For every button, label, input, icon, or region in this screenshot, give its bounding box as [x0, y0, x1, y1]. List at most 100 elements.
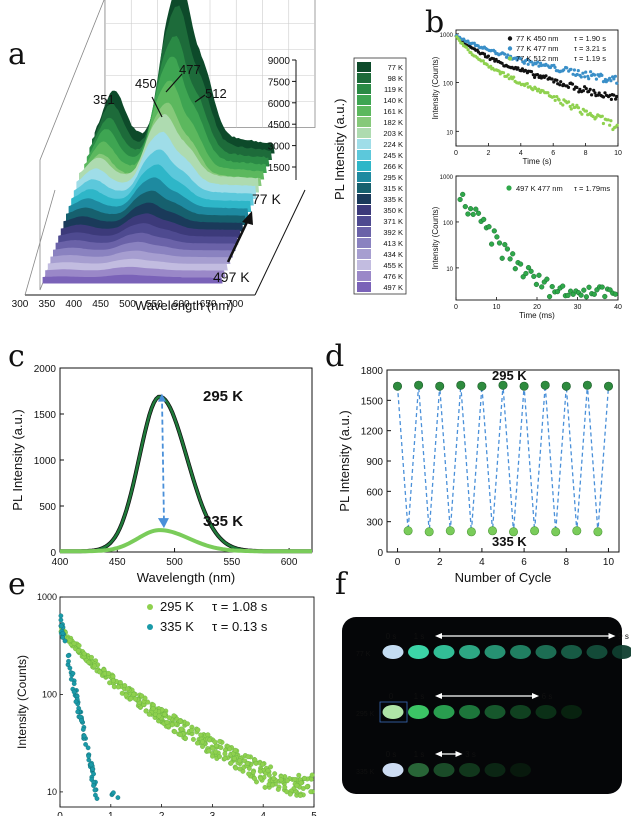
legend-tau: τ = 1.79ms: [574, 184, 610, 193]
legend-swatch: [357, 260, 371, 270]
legend-swatch: [357, 216, 371, 226]
data-point-295k: [92, 663, 97, 669]
panel-a-legend: 77 K 98 K 119 K 140 K 161 K 182 K 203 K 224 K 24…: [353, 57, 407, 295]
x-tick-label: 4: [260, 811, 266, 816]
y-tick-label: 1000: [440, 175, 454, 181]
data-point: [531, 88, 535, 92]
data-point-295k: [275, 786, 281, 792]
x-axis-label: Number of Cycle: [455, 570, 552, 585]
row-temp-label: 77 K: [356, 651, 371, 658]
data-point: [544, 74, 548, 78]
data-point: [466, 48, 470, 52]
data-point: [590, 93, 594, 97]
legend-label: 335 K: [160, 619, 194, 634]
data-point: [576, 69, 580, 73]
legend-swatch: [357, 161, 371, 171]
legend-swatch: [357, 271, 371, 281]
legend-marker: [507, 36, 513, 41]
row-temp-label: 335 K: [356, 769, 375, 776]
phosphor-sample: [459, 705, 480, 719]
data-point: [531, 73, 535, 77]
data-point-295k: [217, 754, 222, 759]
panel-label-f: f: [335, 567, 347, 602]
z-tick-label: 6000: [268, 99, 291, 110]
cycle-point: [456, 380, 466, 390]
data-point: [586, 284, 592, 290]
data-point-295k: [156, 713, 162, 719]
legend-swatch: [357, 150, 371, 160]
data-point-295k: [237, 766, 243, 772]
data-point: [497, 69, 501, 73]
cycle-point: [603, 381, 613, 391]
time-label-last: 9 s: [618, 632, 629, 641]
x-tick-label: 300: [12, 299, 29, 310]
time-arrow-head-left: [435, 633, 442, 639]
y-tick-label: 1800: [361, 366, 384, 377]
phosphor-sample: [433, 705, 455, 719]
data-point-295k: [75, 648, 81, 654]
data-point: [608, 123, 612, 127]
data-point: [464, 45, 468, 49]
spectrum-slice: [58, 223, 239, 245]
y-axis-label: Intensity (Counts): [15, 655, 29, 749]
data-point-295k: [270, 782, 276, 788]
data-point-295k: [250, 769, 256, 775]
x-tick-label: 10: [493, 304, 501, 311]
peak-arrow-512: [194, 94, 206, 103]
data-point: [571, 72, 575, 76]
data-point: [515, 58, 519, 62]
panel-a-xlabel: Wavelength (nm): [135, 298, 234, 313]
data-point: [584, 109, 589, 113]
legend-label: 245 K: [383, 151, 403, 160]
data-point-335k: [85, 745, 91, 751]
time-label-last: 6 s: [542, 692, 553, 701]
data-point: [504, 246, 511, 252]
data-point: [531, 273, 537, 280]
data-point: [457, 38, 461, 43]
x-tick-label: 0: [57, 811, 63, 816]
data-point-335k: [94, 796, 100, 801]
data-point: [506, 73, 510, 77]
x-tick-label: 0: [395, 557, 401, 568]
data-point-335k: [71, 681, 77, 687]
spectrum-slice: [45, 266, 226, 277]
data-point: [578, 292, 584, 298]
legend-swatch: [357, 205, 371, 215]
data-point: [584, 70, 588, 74]
data-point: [606, 118, 610, 122]
time-label-second: 1 s: [414, 632, 425, 641]
data-point-295k: [200, 739, 205, 745]
data-point: [546, 294, 553, 300]
time-arrow-head-right: [455, 751, 463, 757]
high-label: 295 K: [492, 368, 527, 383]
data-point-295k: [227, 746, 233, 752]
time-arrow-head-left: [435, 751, 442, 757]
data-point-295k: [301, 775, 307, 781]
data-point: [594, 115, 598, 119]
x-tick-label: 2: [437, 557, 443, 568]
legend-swatch: [357, 249, 371, 259]
legend-tau: τ = 1.19 s: [574, 54, 606, 63]
legend-label: 497 K: [383, 283, 403, 292]
y-tick-label: 100: [443, 221, 454, 227]
y-axis-label: PL Intensity (a.u.): [10, 409, 25, 510]
data-point-295k: [143, 708, 149, 714]
data-point: [583, 294, 590, 300]
data-point: [601, 121, 606, 126]
y-tick-label: 0: [50, 548, 56, 559]
legend-label: 224 K: [383, 140, 403, 149]
x-tick-label: 0: [454, 304, 458, 311]
data-point: [562, 68, 566, 72]
data-point-295k: [195, 727, 201, 733]
panel-b-top: 0 2 4 6 8 10 10 100 1000 Time (s) Intensity (Count…: [431, 29, 622, 166]
cycle-point: [435, 381, 445, 391]
data-point: [557, 98, 561, 102]
data-point: [494, 57, 498, 62]
cycle-point: [487, 526, 497, 536]
data-point: [519, 57, 523, 61]
cycle-point: [414, 380, 424, 390]
legend-label: 77 K 477 nm: [516, 44, 559, 53]
legend-label: 77 K: [388, 63, 403, 72]
data-point-335k: [88, 762, 94, 768]
